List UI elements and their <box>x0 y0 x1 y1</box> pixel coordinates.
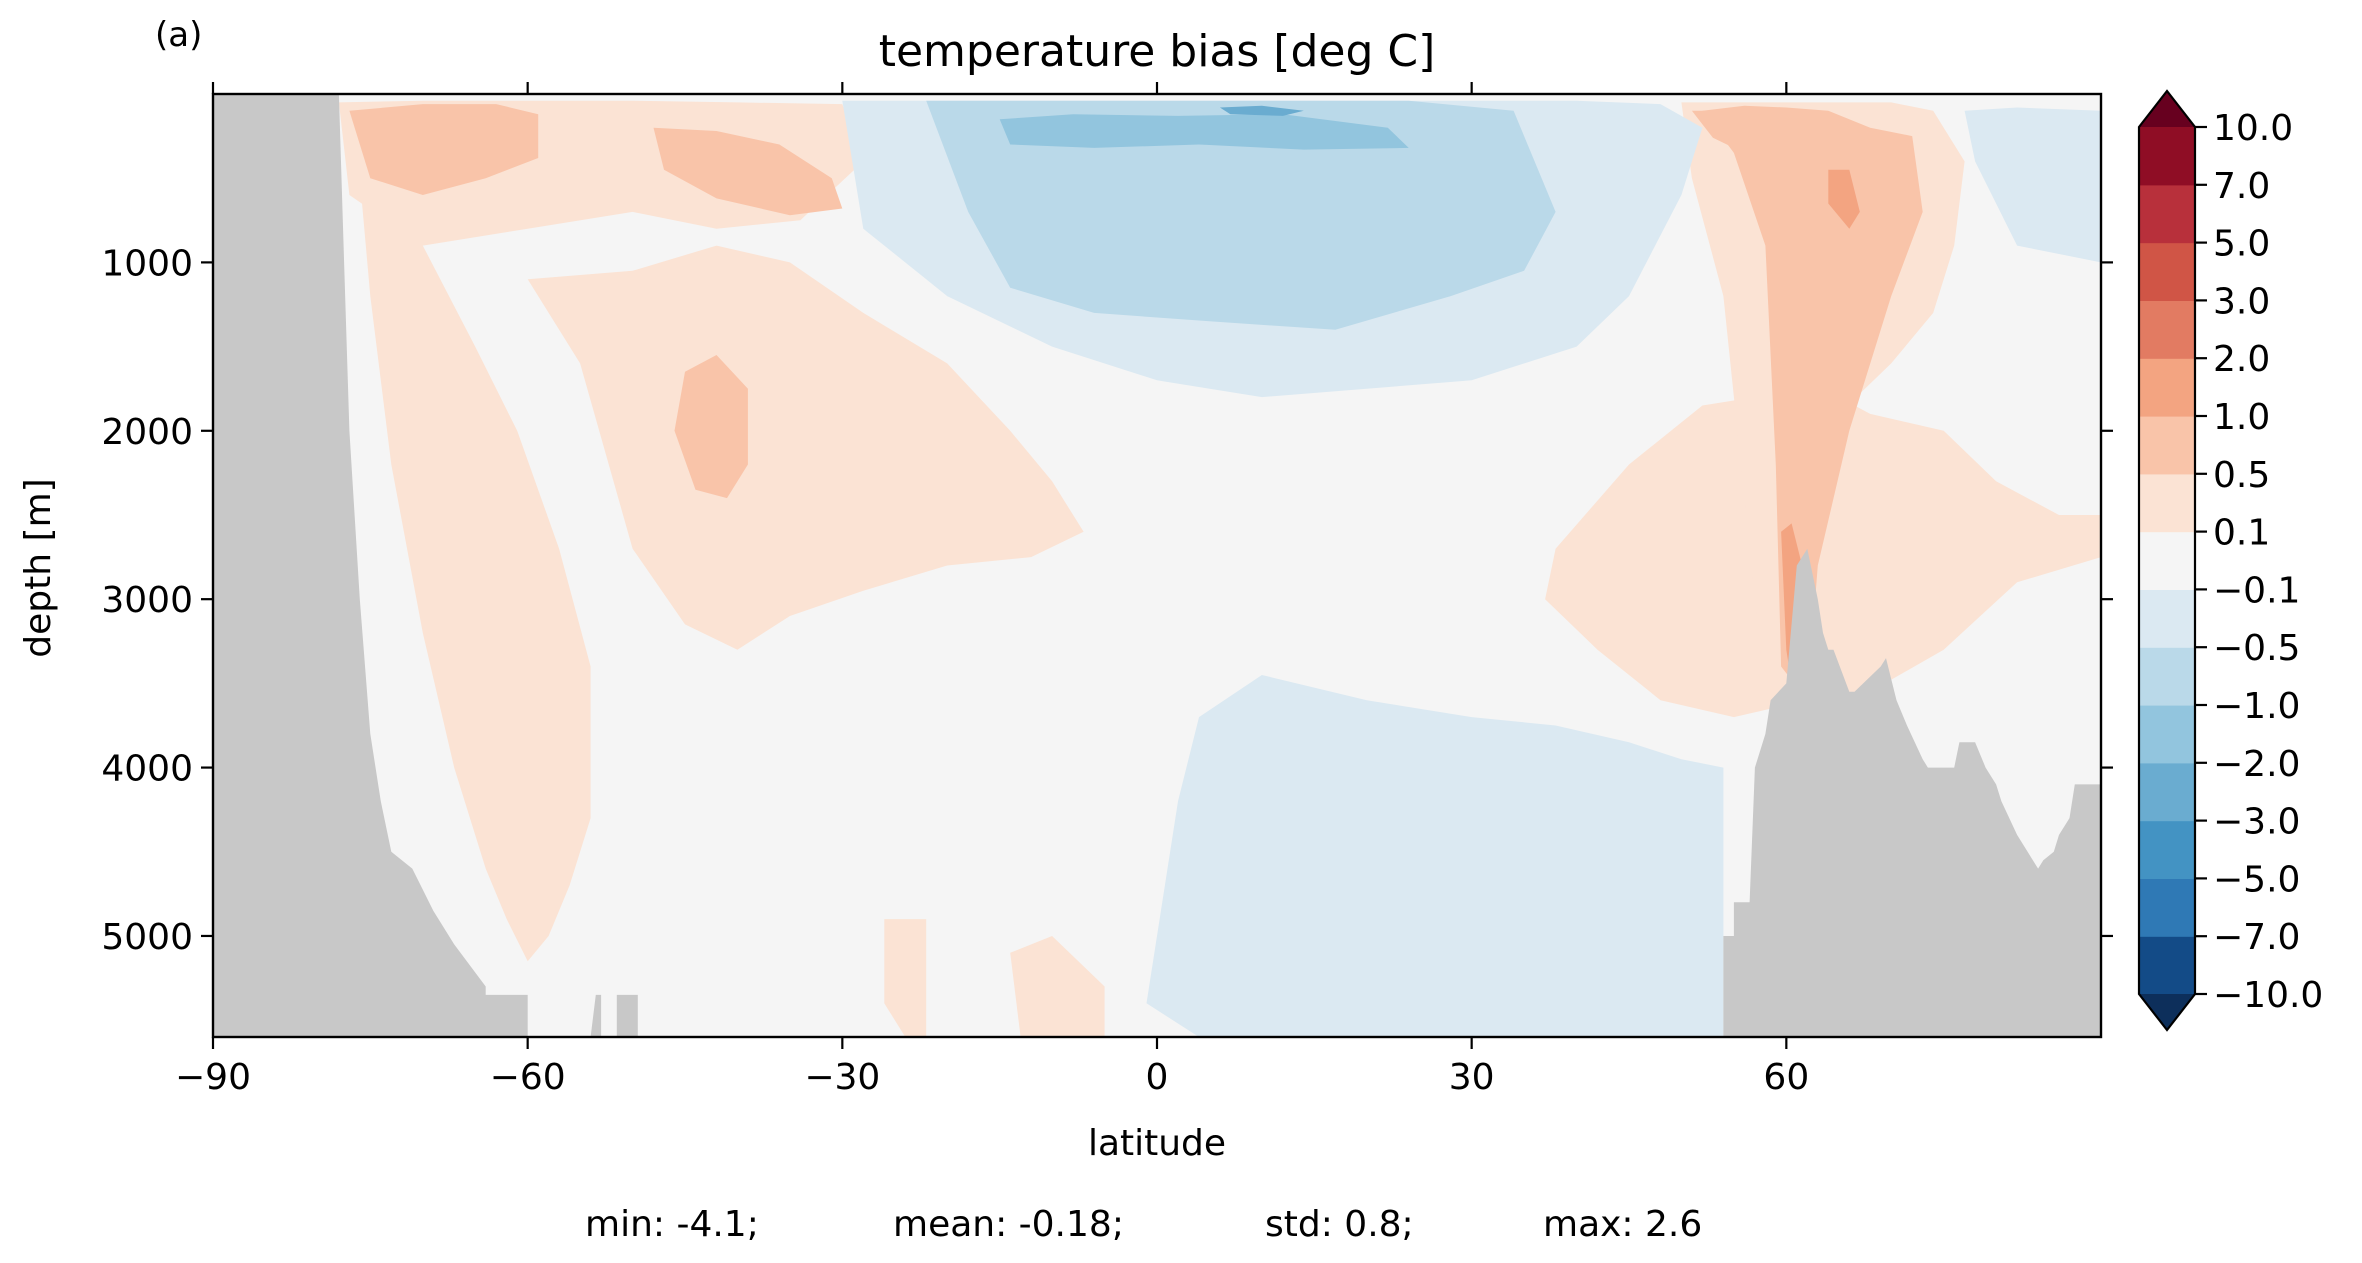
colorbar-tick-label: 10.0 <box>2213 108 2293 149</box>
colorbar-segment <box>2139 878 2195 937</box>
x-tick-label: 30 <box>1449 1057 1495 1098</box>
bias-region-northern-subsurface-strong <box>1828 169 1860 229</box>
colorbar-tick-label: 3.0 <box>2213 281 2270 322</box>
bias-region-southern-surface-moderate <box>349 104 539 195</box>
colorbar-extend-max <box>2139 91 2195 127</box>
colorbar-segment <box>2139 184 2195 244</box>
x-tick-label: 60 <box>1763 1057 1809 1098</box>
colorbar-segment <box>2139 473 2195 533</box>
colorbar-tick-label: −2.0 <box>2213 744 2300 785</box>
colorbar-segment <box>2139 762 2195 822</box>
x-tick-label: −60 <box>490 1057 566 1098</box>
colorbar-tick-label: −0.5 <box>2213 628 2300 669</box>
y-axis-label: depth [m] <box>18 478 59 657</box>
land-mask-northern-ridges <box>1723 548 2101 1037</box>
y-tick-label: 3000 <box>101 580 193 621</box>
bias-region-northern-deep-warm <box>1545 380 2101 718</box>
y-tick-label: 2000 <box>101 412 193 453</box>
stat-mean: mean: -0.18; <box>893 1204 1124 1245</box>
colorbar-tick-label: 0.5 <box>2213 455 2270 496</box>
bias-region-northern-column-moderate <box>1702 105 1923 701</box>
colorbar-tick-label: 2.0 <box>2213 339 2270 380</box>
colorbar-segment <box>2139 242 2195 301</box>
land-mask-antarctica <box>213 94 528 1037</box>
colorbar-segment <box>2139 705 2195 764</box>
colorbar-segment <box>2139 647 2195 706</box>
y-tick-label: 1000 <box>101 243 193 284</box>
x-tick-label: 0 <box>1146 1057 1169 1098</box>
colorbar-tick-label: −1.0 <box>2213 686 2300 727</box>
colorbar-tick-label: −10.0 <box>2213 975 2323 1016</box>
bias-region-deep-south-warm-patch <box>884 919 927 1037</box>
colorbar-tick-label: 5.0 <box>2213 224 2270 265</box>
plot-area <box>213 94 2101 1037</box>
bias-region-upper-cold-strong <box>999 114 1409 150</box>
colorbar-tick-label: −7.0 <box>2213 917 2300 958</box>
bias-region-southern-intermediate-moderate <box>674 355 748 499</box>
colorbar-segment <box>2139 936 2195 995</box>
colorbar-segment <box>2139 589 2195 648</box>
stat-min: min: -4.1; <box>585 1204 759 1245</box>
stats-line: min: -4.1; mean: -0.18; std: 0.8; max: 2… <box>585 1204 1702 1245</box>
colorbar-tick-label: 1.0 <box>2213 397 2270 438</box>
land-mask-southern-seamount <box>590 994 638 1037</box>
colorbar-tick-label: −5.0 <box>2213 859 2300 900</box>
colorbar: −10.0 −7.0 −5.0 −3.0 −2.0 −1.0 −0.5 −0.1 0.1 0.5 1… <box>2137 89 2323 1032</box>
bias-region-deep-tropical-warm-patch <box>1010 936 1105 1037</box>
colorbar-extend-min <box>2139 994 2195 1030</box>
bias-region-atlantic-mid-warm <box>527 245 1084 650</box>
chart-title: temperature bias [deg C] <box>879 26 1436 77</box>
stat-std: std: 0.8; <box>1265 1204 1414 1245</box>
colorbar-segment <box>2139 416 2195 475</box>
y-tick-label: 5000 <box>101 917 193 958</box>
axes: −90 −60 −30 0 30 60 1000 2000 3000 4000 5000 <box>101 82 2113 1098</box>
bias-region-southern-mid-surface-moderate <box>653 127 843 216</box>
x-tick-label: −90 <box>175 1057 251 1098</box>
bias-region-southern-deep-warm <box>344 110 591 962</box>
x-tick-label: −30 <box>804 1057 880 1098</box>
colorbar-segment <box>2139 300 2195 359</box>
bias-region-arctic-surface-cold <box>1964 107 2101 263</box>
panel-label: (a) <box>155 15 202 55</box>
bias-region-deep-equatorial-cold <box>1146 675 1724 1037</box>
colorbar-segment <box>2139 358 2195 417</box>
y-tick-label: 4000 <box>101 749 193 790</box>
colorbar-tick-label: −3.0 <box>2213 802 2300 843</box>
colorbar-tick-label: 0.1 <box>2213 513 2270 554</box>
colorbar-tick-label: 7.0 <box>2213 166 2270 207</box>
bias-region-northern-surface-moderate <box>1691 110 1776 158</box>
colorbar-segment <box>2139 531 2195 590</box>
bias-region-upper-cold-core <box>1219 105 1304 116</box>
stat-max: max: 2.6 <box>1543 1204 1702 1245</box>
x-axis-label: latitude <box>1088 1123 1226 1164</box>
colorbar-tick-label: −0.1 <box>2213 570 2300 611</box>
colorbar-segment <box>2139 820 2195 879</box>
colorbar-segment <box>2139 127 2195 186</box>
bias-region-upper-cold-moderate <box>926 100 1556 330</box>
